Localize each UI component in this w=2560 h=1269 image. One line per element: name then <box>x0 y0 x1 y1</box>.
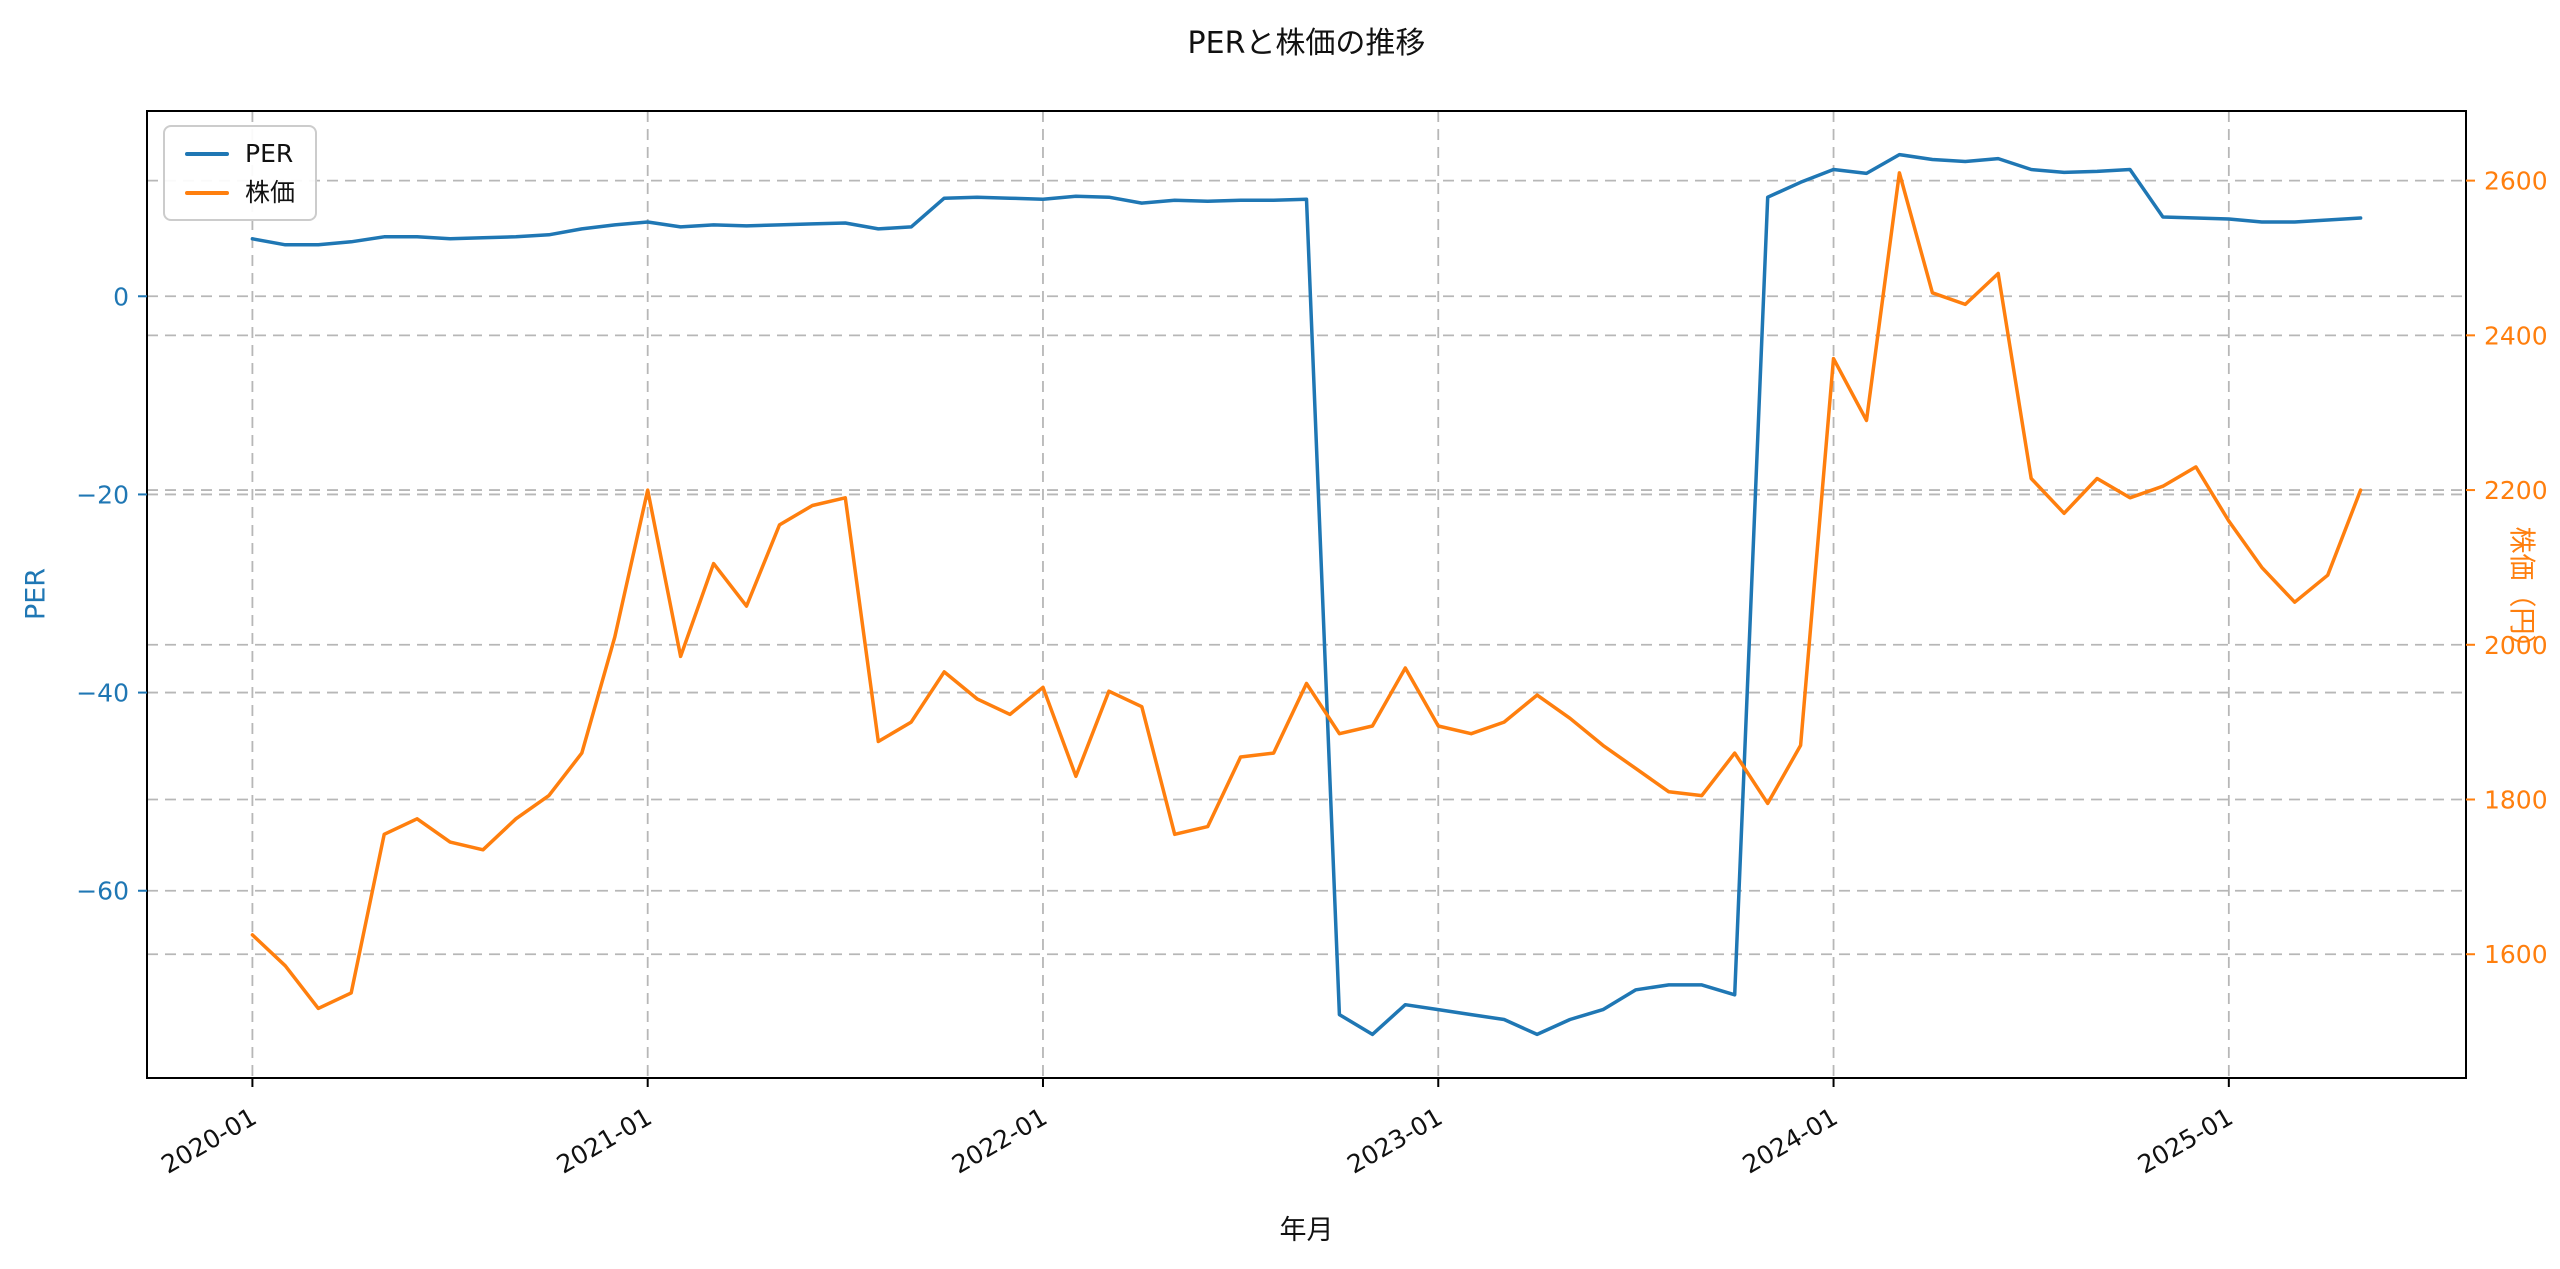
legend-item-per: PER <box>185 141 295 166</box>
y-right-tick-label: 1800 <box>2484 786 2548 815</box>
price-line-sample-icon <box>185 190 229 195</box>
legend-label-per: PER <box>245 139 294 168</box>
y-right-tick-label: 2400 <box>2484 321 2548 350</box>
y-right-ticks: 1600 1800 2000 2200 2400 2600 <box>2466 167 2548 969</box>
y-right-tick-label: 2200 <box>2484 476 2548 505</box>
y-left-ticks: 0 −20 −40 −60 <box>76 282 147 906</box>
y-right-axis-label: 株価（円） <box>2505 526 2537 662</box>
y-left-axis-label: PER <box>20 567 52 621</box>
y-right-tick-label: 2000 <box>2484 631 2548 660</box>
x-tick-label: 2023-01 <box>1342 1102 1447 1179</box>
per-line-sample-icon <box>185 151 229 156</box>
plot-border <box>146 110 2467 1079</box>
x-tick-label: 2020-01 <box>156 1102 261 1179</box>
x-tick-label: 2022-01 <box>947 1102 1052 1179</box>
y-left-tick-label: −40 <box>76 679 129 708</box>
legend: PER 株価 <box>163 125 318 221</box>
grid-lines <box>147 111 2466 1078</box>
per-series-line <box>250 152 2363 1037</box>
x-tick-label: 2021-01 <box>552 1102 657 1179</box>
chart-title: PERと株価の推移 <box>1187 26 1426 61</box>
x-tick-label: 2024-01 <box>1738 1102 1843 1179</box>
x-tick-label: 2025-01 <box>2133 1102 2238 1179</box>
legend-item-price: 株価 <box>185 180 295 205</box>
y-left-tick-label: 0 <box>113 282 129 311</box>
y-left-tick-label: −20 <box>76 480 129 509</box>
y-left-tick-label: −60 <box>76 877 129 906</box>
legend-label-price: 株価 <box>245 178 296 207</box>
price-series-line <box>250 171 2363 1011</box>
y-right-tick-label: 2600 <box>2484 167 2548 196</box>
x-axis-ticks: 2020-01 2021-01 2022-01 2023-01 2024-01 2025-… <box>156 1078 2238 1179</box>
y-right-tick-label: 1600 <box>2484 940 2548 969</box>
x-axis-label: 年月 <box>1279 1215 1334 1246</box>
